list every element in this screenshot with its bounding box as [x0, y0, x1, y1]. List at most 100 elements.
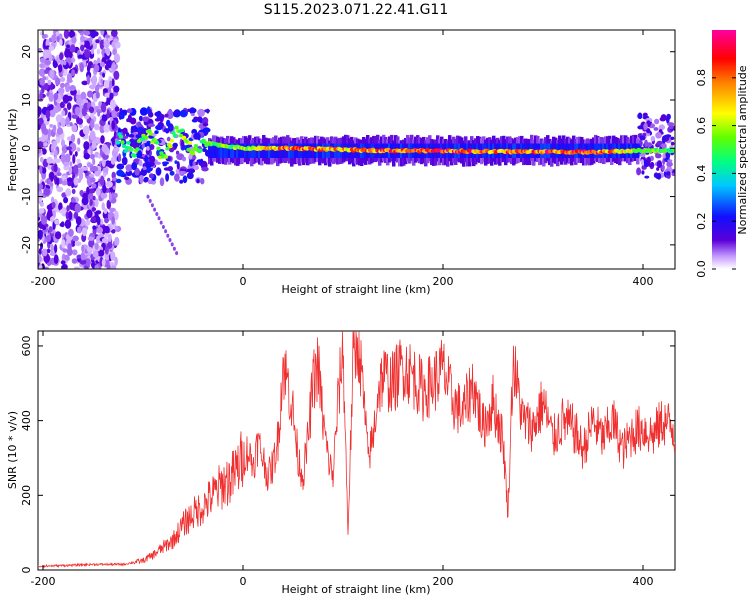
spectrogram-cell — [665, 134, 672, 138]
spectrogram-peak-cell — [178, 133, 184, 138]
spectrogram-marks — [38, 30, 675, 269]
spectrogram-band — [262, 143, 266, 158]
spectrogram-peak-cell — [159, 151, 164, 156]
spectrogram-cell — [148, 173, 155, 179]
spectrogram-band — [258, 143, 262, 158]
spectrogram-band — [212, 143, 216, 158]
spectrogram-noise-cell — [65, 116, 70, 126]
spectrogram-noise-cell — [91, 139, 97, 150]
spectrogram-noise-cell — [68, 166, 73, 175]
spectrogram-band — [250, 143, 254, 158]
spectrogram-cell — [644, 139, 648, 148]
snr-x-ticks: -200 0 200 400 — [31, 331, 654, 588]
spectrogram-noise-cell — [77, 137, 81, 145]
spectrogram-noise-cell — [79, 62, 84, 73]
y-tick-label: 20 — [20, 45, 33, 59]
spectrogram-noise-cell — [66, 146, 73, 151]
spectrogram-cell — [135, 134, 143, 139]
spectrogram-cell — [146, 194, 150, 199]
spectrogram-noise-cell — [100, 192, 108, 199]
spectrogram-noise-cell — [59, 76, 66, 82]
spectrogram-noise-cell — [79, 190, 84, 196]
spectrogram-band — [252, 143, 256, 158]
spectrogram-cell — [138, 115, 143, 122]
spectrogram-noise-cell — [84, 40, 90, 49]
spectrogram-noise-cell — [56, 186, 64, 193]
spectrogram-noise-cell — [52, 60, 58, 69]
spectrogram-noise-cell — [68, 30, 76, 38]
spectrogram-band — [280, 143, 284, 158]
spectrogram-noise-cell — [96, 216, 101, 226]
spectrogram-noise-cell — [79, 259, 87, 265]
spectrogram-noise-cell — [60, 117, 66, 128]
spectrogram-noise-cell — [92, 225, 97, 230]
spectrogram-cell — [145, 161, 152, 169]
spectrogram-noise-cell — [77, 162, 83, 169]
spectrogram-noise-cell — [59, 209, 66, 215]
spectrogram-noise-cell — [101, 237, 109, 243]
spectrogram-cell — [670, 136, 675, 140]
spectrogram-peak-cell — [148, 132, 154, 136]
spectrogram-noise-cell — [76, 97, 83, 106]
spectrogram-peak-cell — [156, 146, 161, 151]
spectrogram-band — [228, 143, 232, 158]
spectrogram-cell — [159, 220, 163, 225]
spectrogram-noise-cell — [86, 246, 93, 253]
spectrogram-band — [308, 143, 312, 158]
spectrogram-noise-cell — [61, 180, 68, 186]
spectrogram-cell — [646, 142, 653, 148]
spectrogram-cell — [172, 142, 178, 148]
spectrogram-band — [328, 143, 332, 158]
spectrogram-noise-cell — [108, 233, 112, 243]
spectrogram-noise-cell — [113, 85, 120, 93]
spectrogram-peak-cell — [187, 141, 193, 145]
spectrogram-noise-cell — [111, 120, 116, 130]
spectrogram-noise-cell — [47, 79, 52, 86]
spectrogram-band — [216, 143, 220, 158]
spectrogram-cell — [139, 107, 148, 116]
spectrogram-noise-cell — [41, 167, 47, 174]
spectrogram-noise-cell — [97, 111, 101, 117]
spectrogram-band — [264, 143, 268, 158]
spectrogram-noise-cell — [77, 118, 84, 125]
spectrogram-noise-cell — [113, 38, 119, 43]
spectrogram-cell — [165, 173, 170, 182]
spectrogram-noise-cell — [94, 264, 99, 269]
spectrogram-band — [224, 143, 228, 158]
spectrogram-cell — [200, 178, 205, 185]
spectrogram-noise-cell — [51, 201, 56, 209]
spectrogram-noise-cell — [95, 187, 101, 196]
spectrogram-noise-cell — [70, 198, 76, 203]
spectrogram-noise-cell — [90, 216, 97, 223]
spectrogram-noise-cell — [56, 127, 64, 135]
spectrogram-noise-cell — [95, 91, 100, 99]
spectrogram-noise-cell — [80, 44, 85, 52]
spectrogram-noise-cell — [38, 254, 42, 263]
spectrogram-noise-cell — [67, 177, 73, 182]
spectrogram-peak-cell — [120, 140, 125, 145]
spectrogram-frame — [37, 29, 676, 270]
spectrogram-noise-cell — [46, 234, 52, 242]
spectrogram-noise-cell — [42, 49, 48, 60]
spectrogram-noise-cell — [90, 48, 94, 55]
spectrogram-noise-cell — [53, 254, 59, 264]
spectrogram-cell — [665, 151, 671, 160]
spectrogram-cell — [194, 165, 199, 171]
spectrogram-panel: -200 0 200 400 -20 -10 0 10 20 Height of straig… — [6, 29, 676, 296]
spectrogram-cell — [146, 146, 150, 151]
spectrogram-noise-cell — [58, 64, 63, 73]
spectrogram-cell — [653, 127, 659, 131]
spectrogram-noise-cell — [89, 130, 96, 141]
spectrogram-noise-cell — [56, 177, 60, 186]
spectrogram-cell — [202, 127, 211, 133]
spectrogram-noise-cell — [89, 153, 95, 160]
spectrogram-noise-cell — [97, 249, 105, 257]
spectrogram-noise-cell — [114, 256, 118, 266]
spectrogram-noise-cell — [74, 151, 78, 157]
spectrogram-noise-cell — [83, 141, 90, 151]
spectrogram-noise-cell — [102, 88, 108, 93]
spectrogram-noise-cell — [39, 57, 46, 63]
spectrogram-cell — [139, 174, 144, 184]
spectrogram-noise-cell — [71, 69, 76, 77]
spectrogram-noise-cell — [110, 251, 116, 261]
